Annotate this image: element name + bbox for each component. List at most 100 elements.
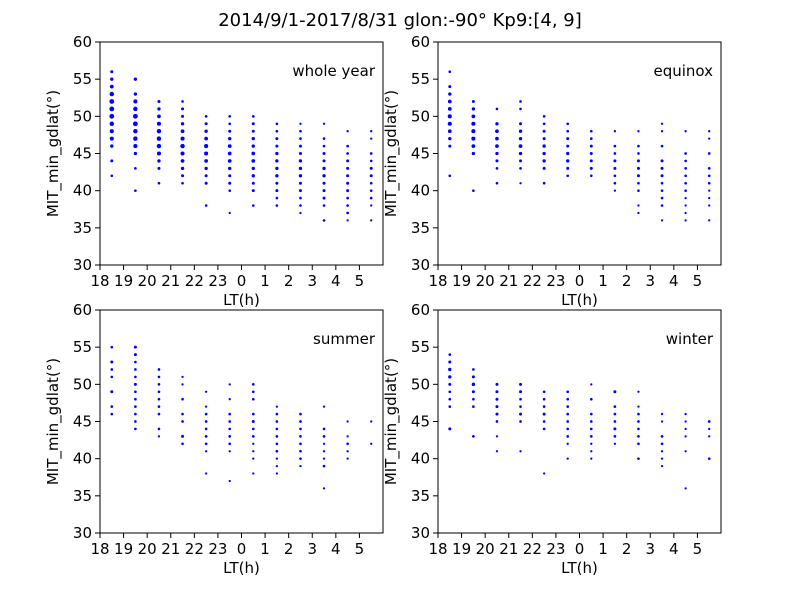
- scatter-point: [613, 130, 617, 133]
- y-tick-label: 55: [73, 70, 92, 88]
- scatter-point: [448, 92, 452, 96]
- x-tick-label: 19: [452, 540, 471, 558]
- x-tick-label: 23: [546, 272, 565, 290]
- scatter-point: [660, 159, 664, 163]
- scatter-point: [251, 129, 255, 133]
- y-axis-label: MIT_min_gdlat(°): [44, 358, 63, 485]
- scatter-point: [613, 174, 617, 178]
- scatter-point: [228, 427, 232, 431]
- scatter-point: [566, 144, 570, 148]
- subplot-summer: 18 19 20 21 22 23 0 1 2 3 4 530354045505560LT(h)MIT…: [44, 301, 384, 577]
- scatter-point: [589, 144, 593, 148]
- scatter-point: [346, 204, 349, 207]
- scatter-point: [157, 181, 161, 185]
- scatter-point: [495, 397, 499, 401]
- scatter-point: [369, 174, 373, 178]
- scatter-point: [181, 442, 184, 446]
- scatter-point: [566, 137, 570, 141]
- scatter-point: [204, 420, 208, 423]
- scatter-point: [684, 219, 687, 222]
- scatter-point: [134, 167, 137, 170]
- scatter-point: [181, 114, 185, 118]
- x-tick-label: 20: [476, 540, 495, 558]
- scatter-point: [251, 390, 255, 394]
- scatter-point: [495, 167, 499, 170]
- y-tick-label: 35: [73, 487, 92, 505]
- scatter-point: [227, 151, 232, 156]
- scatter-point: [566, 435, 570, 438]
- scatter-point: [251, 174, 255, 178]
- x-tick-label: 0: [237, 272, 247, 290]
- scatter-points: [448, 353, 711, 490]
- scatter-point: [519, 405, 522, 408]
- x-tick-label: 1: [260, 540, 270, 558]
- scatter-point: [542, 397, 546, 401]
- scatter-point: [447, 99, 452, 104]
- y-tick-label: 50: [411, 375, 430, 393]
- scatter-point: [110, 174, 114, 178]
- scatter-point: [133, 99, 138, 104]
- scatter-point: [204, 122, 208, 126]
- scatter-point: [299, 427, 302, 431]
- scatter-point: [181, 174, 185, 178]
- scatter-point: [448, 375, 452, 379]
- y-tick-label: 55: [411, 338, 430, 356]
- scatter-point: [684, 159, 687, 163]
- panel-title: whole year: [292, 62, 375, 80]
- x-tick-label: 19: [452, 272, 471, 290]
- scatter-point: [251, 189, 255, 193]
- scatter-point: [275, 427, 279, 431]
- scatter-point: [707, 420, 711, 423]
- scatter-point: [181, 375, 184, 379]
- scatter-point: [299, 122, 302, 125]
- scatter-point: [110, 144, 114, 148]
- scatter-point: [495, 181, 499, 185]
- scatter-point: [613, 420, 617, 423]
- scatter-point: [134, 390, 137, 394]
- scatter-point: [542, 181, 546, 185]
- scatter-point: [519, 182, 522, 185]
- scatter-point: [370, 219, 373, 222]
- scatter-point: [660, 204, 664, 207]
- scatter-point: [637, 204, 640, 207]
- scatter-point: [542, 166, 546, 170]
- scatter-point: [636, 174, 640, 178]
- scatter-point: [157, 383, 161, 386]
- scatter-point: [566, 427, 570, 431]
- scatter-point: [613, 435, 617, 438]
- scatter-point: [228, 211, 231, 215]
- scatter-point: [613, 412, 617, 416]
- scatter-point: [542, 472, 546, 475]
- scatter-point: [204, 450, 208, 453]
- x-tick-label: 22: [523, 540, 542, 558]
- scatter-point: [251, 420, 255, 423]
- scatter-point: [204, 159, 208, 163]
- y-tick-label: 55: [411, 70, 430, 88]
- scatter-point: [660, 166, 664, 170]
- scatter-point: [133, 136, 138, 141]
- scatter-point: [448, 367, 452, 372]
- scatter-point: [109, 113, 115, 119]
- scatter-point: [660, 122, 664, 125]
- scatter-point: [495, 129, 499, 134]
- scatter-point: [542, 122, 546, 126]
- x-tick-label: 19: [114, 540, 133, 558]
- scatter-point: [495, 450, 499, 453]
- x-tick-label: 4: [669, 272, 679, 290]
- scatter-point: [157, 159, 161, 163]
- scatter-point: [322, 435, 326, 438]
- scatter-point: [637, 457, 640, 460]
- scatter-point: [708, 130, 711, 133]
- scatter-point: [519, 382, 523, 386]
- scatter-point: [589, 129, 593, 133]
- scatter-point: [660, 174, 664, 178]
- scatter-point: [133, 144, 138, 149]
- x-axis-label: LT(h): [223, 291, 260, 309]
- scatter-point: [298, 166, 303, 171]
- scatter-point: [251, 166, 255, 171]
- scatter-point: [613, 181, 617, 185]
- scatter-point: [542, 427, 546, 431]
- scatter-point: [204, 427, 208, 431]
- scatter-point: [518, 129, 523, 133]
- scatter-point: [134, 375, 137, 379]
